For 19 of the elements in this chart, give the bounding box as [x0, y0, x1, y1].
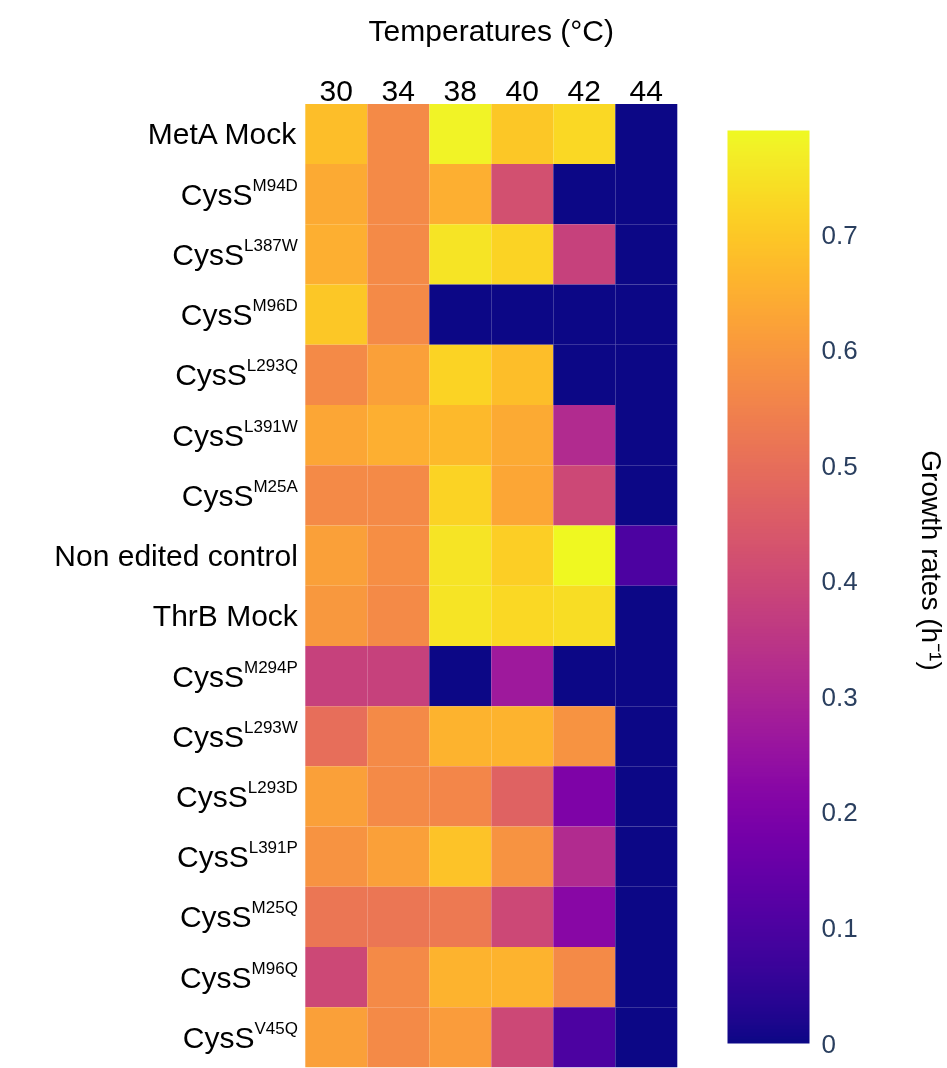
x-tick-label: 40	[505, 73, 539, 107]
y-tick-label: MetA Mock	[147, 117, 298, 151]
color-bar-label: 0.2	[821, 797, 858, 828]
color-bar-label: 0.7	[821, 219, 858, 250]
x-tick-label: 44	[629, 73, 663, 107]
color-bar-label: 0	[821, 1028, 836, 1059]
x-tick-label: 38	[443, 73, 477, 107]
y-tick-label: Non edited control	[54, 539, 298, 573]
x-tick-label: 30	[319, 73, 353, 107]
x-tick-label: 34	[381, 73, 415, 107]
color-bar-label: 0.5	[821, 450, 858, 481]
x-tick-label: 42	[567, 73, 601, 107]
color-bar-label: 0.3	[821, 681, 858, 712]
y-tick-label: ThrB Mock	[152, 599, 299, 633]
color-bar-label: 0.6	[821, 335, 858, 366]
chart-title: Temperatures (°C)	[368, 13, 614, 47]
color-bar-title: Growth rates (h⁻¹)	[916, 450, 947, 671]
color-bar-label: 0.4	[821, 566, 858, 597]
color-bar-label: 0.1	[821, 912, 858, 943]
